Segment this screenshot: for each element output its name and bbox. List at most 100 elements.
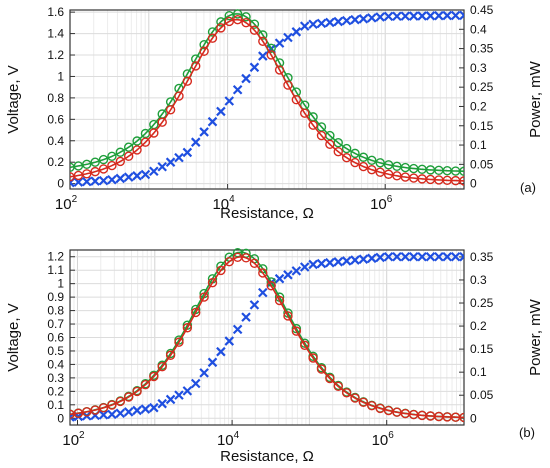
voltage-marker xyxy=(157,398,167,409)
data-layer xyxy=(70,9,464,188)
y-left-tick-label: 0 xyxy=(57,177,64,191)
power-marker xyxy=(107,151,117,162)
power-marker xyxy=(224,16,234,27)
power-marker xyxy=(358,397,369,408)
power-line xyxy=(70,256,464,419)
power-marker xyxy=(308,120,318,130)
y-right-tick-label: 0.1 xyxy=(470,138,487,152)
y-left-axis-label: Voltage, V xyxy=(5,303,22,371)
voltage-marker xyxy=(316,18,327,29)
power-marker xyxy=(132,386,142,397)
power-marker xyxy=(115,396,125,407)
voltage-marker xyxy=(190,137,201,147)
power-marker xyxy=(165,105,176,115)
power-marker xyxy=(350,148,360,159)
voltage-marker xyxy=(207,357,218,368)
voltage-marker xyxy=(224,96,235,106)
series-power-red xyxy=(70,252,464,423)
power-marker xyxy=(115,147,125,157)
voltage-marker xyxy=(325,17,335,28)
y-left-tick-label: 0.7 xyxy=(47,317,64,331)
voltage-marker xyxy=(274,38,285,48)
voltage-marker xyxy=(190,378,201,389)
voltage-marker xyxy=(425,251,436,262)
voltage-marker xyxy=(207,116,218,127)
y-left-tick-label: 1 xyxy=(57,277,64,291)
power-marker xyxy=(300,340,310,350)
voltage-marker xyxy=(107,174,117,185)
power-marker xyxy=(459,412,464,423)
voltage-marker xyxy=(308,259,318,270)
power-marker xyxy=(90,166,100,177)
voltage-marker xyxy=(149,402,159,413)
power-marker xyxy=(300,108,310,118)
power-marker xyxy=(241,253,251,263)
power-marker xyxy=(367,155,377,166)
voltage-marker xyxy=(291,27,302,37)
voltage-marker xyxy=(140,169,151,180)
voltage-marker xyxy=(425,11,436,21)
voltage-marker xyxy=(308,19,318,30)
voltage-marker xyxy=(174,152,184,163)
y-right-tick-label: 0.3 xyxy=(470,273,487,287)
y-right-tick-label: 0.25 xyxy=(470,80,494,94)
power-line xyxy=(70,18,464,182)
voltage-marker xyxy=(350,14,360,25)
power-marker xyxy=(149,128,159,138)
power-marker xyxy=(333,381,343,392)
voltage-marker xyxy=(149,166,159,177)
y-left-tick-label: 0.6 xyxy=(47,112,64,126)
power-marker xyxy=(224,10,234,21)
power-marker xyxy=(207,33,218,43)
x-axis-label: Resistance, Ω xyxy=(220,448,314,465)
voltage-marker xyxy=(165,394,176,405)
power-marker xyxy=(82,169,92,179)
voltage-marker xyxy=(417,251,427,262)
voltage-marker xyxy=(90,176,100,186)
x-tick-label: 104 xyxy=(212,194,235,213)
voltage-marker xyxy=(299,21,310,31)
power-marker xyxy=(459,166,464,176)
y-right-axis-label: Power, mW xyxy=(527,298,544,376)
voltage-marker xyxy=(333,257,344,267)
power-marker xyxy=(341,152,352,163)
power-marker xyxy=(123,151,134,161)
power-marker xyxy=(165,350,176,360)
power-marker xyxy=(82,159,92,170)
power-marker xyxy=(174,91,184,101)
y-right-tick-label: 0.2 xyxy=(470,319,487,333)
voltage-marker xyxy=(450,251,461,262)
power-marker xyxy=(182,323,193,333)
y-left-tick-label: 0.8 xyxy=(47,304,64,318)
power-marker xyxy=(98,154,109,165)
voltage-marker xyxy=(249,62,260,73)
power-marker xyxy=(274,65,285,75)
power-marker xyxy=(132,145,142,155)
data-layer xyxy=(70,247,464,423)
voltage-marker xyxy=(199,127,209,137)
voltage-marker xyxy=(400,251,411,262)
power-marker xyxy=(82,407,92,417)
y-right-axis-label: Power, mW xyxy=(527,60,544,138)
power-marker xyxy=(258,268,268,278)
power-marker xyxy=(191,61,201,71)
power-marker xyxy=(107,400,117,410)
power-marker xyxy=(207,277,218,288)
voltage-marker xyxy=(174,390,184,400)
power-marker xyxy=(274,295,285,306)
x-axis-label: Resistance, Ω xyxy=(220,205,314,222)
y-right-tick-label: 0 xyxy=(470,411,477,425)
voltage-marker xyxy=(132,405,142,416)
voltage-marker xyxy=(232,84,243,95)
power-marker xyxy=(308,353,318,363)
x-tick-label: 102 xyxy=(62,430,85,449)
voltage-marker xyxy=(274,273,285,284)
x-tick-label: 106 xyxy=(370,194,393,213)
power-marker xyxy=(174,337,184,347)
voltage-marker xyxy=(73,177,84,187)
y-left-tick-label: 0.5 xyxy=(47,344,64,358)
y-right-tick-label: 0.45 xyxy=(470,3,494,17)
voltage-marker xyxy=(81,176,92,187)
power-marker xyxy=(232,9,243,19)
power-marker xyxy=(291,326,302,336)
